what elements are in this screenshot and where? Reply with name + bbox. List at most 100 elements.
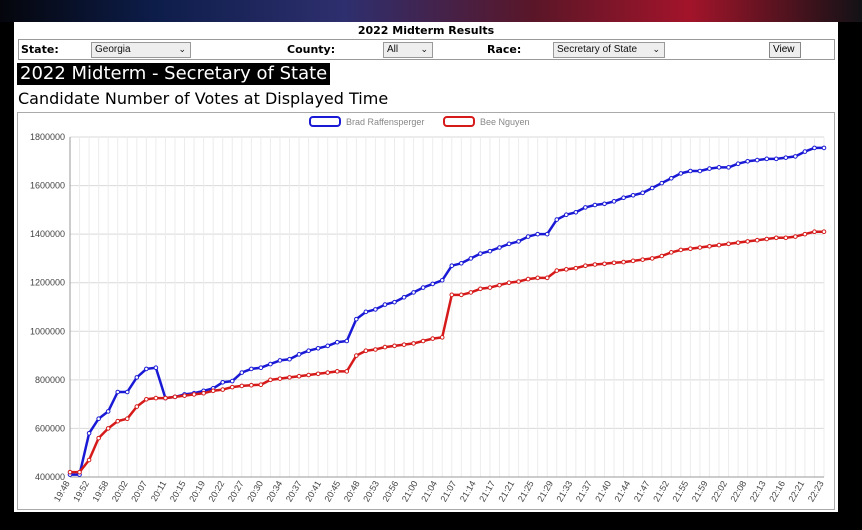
data-point (592, 262, 598, 267)
x-tick-label: 20:37 (284, 479, 304, 504)
x-tick-label: 21:07 (438, 479, 458, 504)
data-point (96, 416, 101, 422)
data-point (449, 292, 455, 298)
data-point (697, 245, 703, 250)
data-point (592, 202, 598, 208)
data-point (392, 343, 397, 349)
state-select-value: Georgia (95, 44, 131, 55)
data-point (783, 155, 789, 160)
data-point (821, 229, 827, 235)
legend-label: Brad Raffensperger (346, 117, 424, 127)
chevron-down-icon: ⌄ (652, 44, 660, 54)
data-point (516, 239, 521, 244)
data-point (688, 168, 693, 174)
x-tick-label: 20:15 (168, 479, 188, 504)
race-select[interactable]: Secretary of State ⌄ (553, 42, 665, 58)
data-point (535, 231, 540, 237)
data-point (544, 275, 550, 281)
data-point (268, 377, 273, 383)
data-point (659, 180, 665, 186)
data-point (640, 257, 645, 262)
data-point (163, 395, 168, 401)
data-point (678, 171, 684, 176)
data-point (373, 307, 378, 312)
data-point (439, 277, 445, 283)
data-point (707, 166, 712, 171)
x-tick-label: 22:16 (767, 479, 787, 504)
data-point (134, 375, 140, 380)
y-tick-label: 1200000 (30, 278, 65, 288)
data-point (144, 366, 149, 372)
x-tick-label: 21:25 (516, 479, 536, 504)
county-label: County: (287, 43, 336, 56)
x-tick-label: 20:02 (110, 479, 130, 504)
view-button[interactable]: View (769, 42, 801, 58)
x-tick-label: 21:33 (554, 479, 574, 504)
x-tick-label: 20:34 (264, 479, 284, 504)
y-tick-label: 1400000 (30, 229, 65, 239)
data-point (411, 290, 416, 295)
x-tick-label: 21:37 (574, 479, 594, 504)
data-point (506, 280, 512, 286)
data-point (363, 348, 369, 354)
data-point (535, 275, 540, 281)
data-point (268, 361, 273, 367)
data-point (649, 185, 655, 191)
x-tick-label: 22:13 (748, 479, 768, 504)
state-select[interactable]: Georgia ⌄ (91, 42, 191, 58)
data-point (735, 161, 741, 167)
data-point (735, 240, 741, 245)
data-point (754, 237, 760, 243)
data-point (516, 279, 521, 284)
data-point (430, 281, 435, 287)
data-point (745, 239, 750, 244)
data-point (306, 348, 311, 354)
x-tick-label: 20:11 (149, 479, 169, 503)
data-point (554, 217, 560, 222)
county-select[interactable]: All ⌄ (383, 42, 433, 58)
header-title: 2022 Midterm Results (357, 24, 495, 37)
data-point (258, 382, 264, 388)
data-point (67, 469, 73, 475)
data-point (611, 199, 617, 204)
data-point (325, 370, 330, 375)
data-point (153, 365, 159, 371)
data-point (220, 379, 226, 385)
data-point (802, 149, 808, 154)
data-point (668, 175, 674, 181)
data-point (764, 156, 770, 162)
data-point (220, 387, 226, 392)
x-tick-label: 22:23 (806, 479, 826, 504)
data-point (707, 243, 712, 249)
chart-container: 400000 600000 800000 1000000 1200000 1400000 1… (17, 112, 835, 510)
data-point (487, 285, 493, 290)
x-tick-label: 20:48 (342, 479, 362, 504)
data-point (191, 392, 197, 397)
data-point (459, 292, 464, 298)
x-tick-label: 22:02 (709, 479, 729, 504)
data-point (420, 338, 426, 344)
data-point (354, 353, 359, 358)
data-point (77, 469, 82, 475)
data-point (210, 388, 216, 394)
data-point (602, 201, 607, 207)
x-tick-label: 21:47 (632, 479, 652, 504)
data-point (115, 389, 121, 395)
data-point (583, 263, 588, 269)
page-title: 2022 Midterm - Secretary of State (17, 63, 331, 85)
data-point (430, 336, 435, 341)
data-point (182, 393, 187, 398)
data-point (678, 247, 684, 253)
data-point (745, 158, 750, 164)
data-point (497, 282, 502, 288)
data-point (296, 352, 302, 357)
data-point (296, 373, 302, 379)
data-point (325, 343, 330, 349)
x-tick-label: 21:14 (458, 479, 478, 504)
data-point (124, 389, 130, 395)
data-point (459, 260, 464, 266)
data-point (249, 366, 254, 372)
data-point (773, 156, 779, 162)
data-point (420, 285, 426, 290)
data-point (86, 430, 92, 436)
